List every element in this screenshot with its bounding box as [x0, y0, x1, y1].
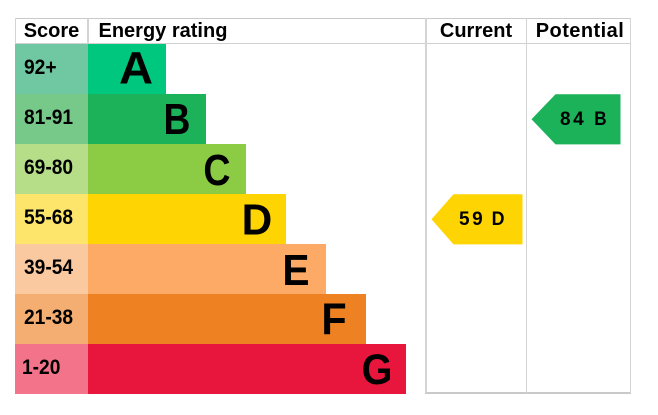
svg-text:59: 59 [459, 209, 485, 230]
svg-text:84: 84 [560, 109, 586, 130]
svg-text:B: B [594, 108, 606, 129]
svg-text:D: D [492, 207, 505, 229]
